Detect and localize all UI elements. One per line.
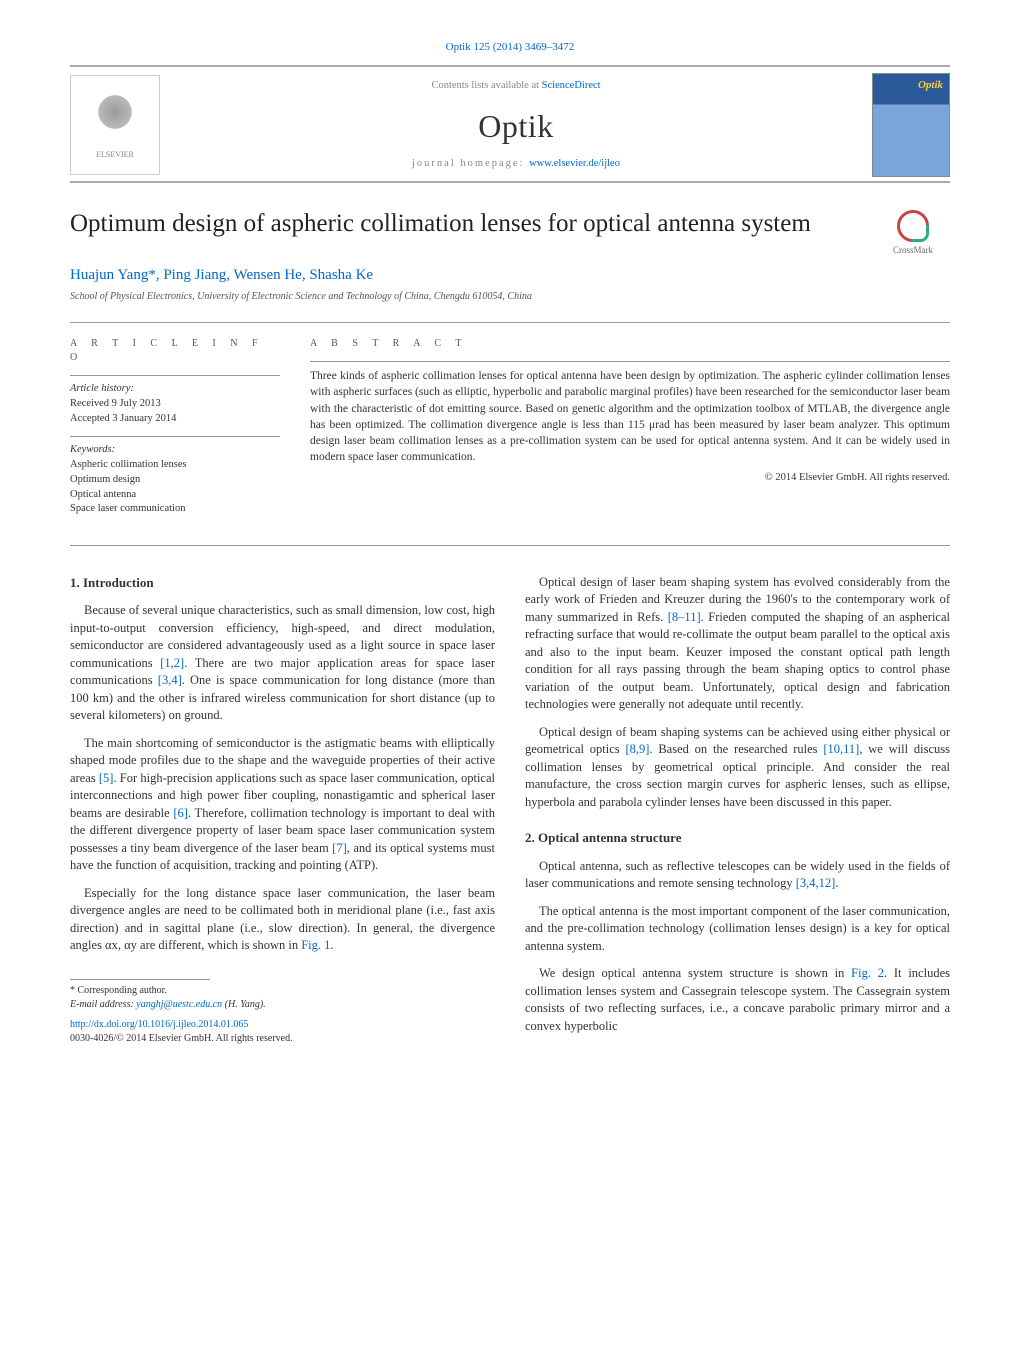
divider [70,322,950,323]
ref-link[interactable]: [8–11] [668,610,701,624]
section-1-title: 1. Introduction [70,574,495,592]
abstract-copyright: © 2014 Elsevier GmbH. All rights reserve… [310,471,950,486]
publisher-name: ELSEVIER [96,149,134,160]
body-columns: 1. Introduction Because of several uniqu… [70,574,950,1046]
email-label: E-mail address: [70,999,136,1010]
affiliation: School of Physical Electronics, Universi… [70,290,950,304]
paragraph: Optical design of laser beam shaping sys… [525,574,950,714]
email-who: (H. Yang). [222,999,266,1010]
received-date: Received 9 July 2013 [70,397,280,412]
citation-link[interactable]: Optik 125 (2014) 3469–3472 [446,41,575,53]
crossmark-icon [897,210,929,242]
ref-link[interactable]: [8,9] [625,742,649,756]
elsevier-logo: ELSEVIER [70,75,160,175]
keyword: Space laser communication [70,502,280,517]
homepage-line: journal homepage: www.elsevier.de/ijleo [170,157,862,172]
ref-link[interactable]: [10,11] [823,742,859,756]
paragraph: Especially for the long distance space l… [70,885,495,955]
abstract-body: Three kinds of aspheric collimation lens… [310,361,950,465]
homepage-prefix: journal homepage: [412,158,529,169]
elsevier-tree-icon [90,90,140,145]
authors-line: Huajun Yang*, Ping Jiang, Wensen He, Sha… [70,265,950,286]
author-link[interactable]: Huajun Yang*, Ping Jiang, Wensen He, Sha… [70,267,373,283]
contents-prefix: Contents lists available at [431,80,541,91]
figure-link[interactable]: Fig. 1 [301,938,330,952]
paragraph: The main shortcoming of semiconductor is… [70,735,495,875]
section-2-title: 2. Optical antenna structure [525,829,950,847]
issn-copyright: 0030-4026/© 2014 Elsevier GmbH. All righ… [70,1033,293,1044]
keyword: Aspheric collimation lenses [70,458,280,473]
paragraph: Optical design of beam shaping systems c… [525,724,950,812]
keywords-block: Keywords: Aspheric collimation lenses Op… [70,436,280,516]
footnote-divider [70,979,210,980]
keyword: Optical antenna [70,488,280,503]
ref-link[interactable]: [3,4] [158,673,182,687]
ref-link[interactable]: [6] [173,806,188,820]
article-title: Optimum design of aspheric collimation l… [70,209,858,240]
journal-name: Optik [170,104,862,149]
header-center: Contents lists available at ScienceDirec… [160,79,872,171]
crossmark-badge[interactable]: CrossMark [876,209,950,257]
paragraph: The optical antenna is the most importan… [525,903,950,956]
article-info-heading: a r t i c l e i n f o [70,337,280,365]
ref-link[interactable]: [3,4,12] [796,876,836,890]
footnote-block: * Corresponding author. E-mail address: … [70,984,495,1012]
article-info: a r t i c l e i n f o Article history: R… [70,337,280,527]
abstract-heading: a b s t r a c t [310,337,950,351]
paragraph: Optical antenna, such as reflective tele… [525,858,950,893]
divider [70,545,950,546]
ref-link[interactable]: [1,2] [160,656,184,670]
journal-header: ELSEVIER Contents lists available at Sci… [70,65,950,183]
figure-link[interactable]: Fig. 2 [851,966,884,980]
accepted-date: Accepted 3 January 2014 [70,412,280,427]
crossmark-label: CrossMark [893,244,933,257]
doi-link[interactable]: http://dx.doi.org/10.1016/j.ijleo.2014.0… [70,1019,248,1030]
journal-cover-thumb [872,73,950,177]
email-link[interactable]: yanghj@uestc.edu.cn [136,999,222,1010]
keywords-label: Keywords: [70,443,280,458]
corresponding-author: * Corresponding author. [70,984,495,998]
ref-link[interactable]: [7] [332,841,347,855]
paragraph: Because of several unique characteristic… [70,602,495,725]
sciencedirect-link[interactable]: ScienceDirect [542,80,601,91]
paragraph: We design optical antenna system structu… [525,965,950,1035]
journal-citation: Optik 125 (2014) 3469–3472 [70,40,950,55]
homepage-link[interactable]: www.elsevier.de/ijleo [529,158,620,169]
keyword: Optimum design [70,473,280,488]
ref-link[interactable]: [5] [99,771,114,785]
history-block: Article history: Received 9 July 2013 Ac… [70,375,280,426]
doi-block: http://dx.doi.org/10.1016/j.ijleo.2014.0… [70,1018,495,1046]
contents-line: Contents lists available at ScienceDirec… [170,79,862,94]
abstract: a b s t r a c t Three kinds of aspheric … [310,337,950,527]
history-label: Article history: [70,382,280,397]
